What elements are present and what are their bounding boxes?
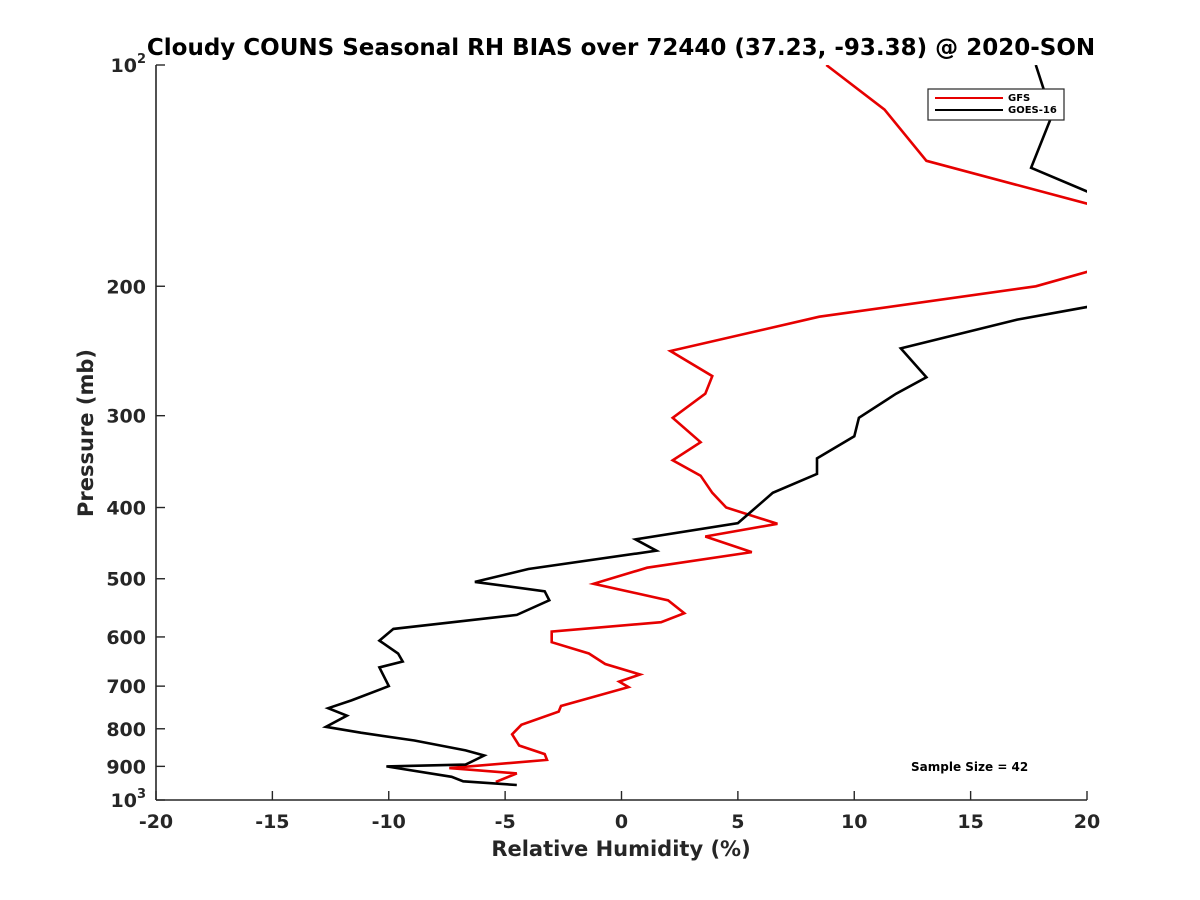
legend-label-goes16: GOES-16 [1008, 105, 1057, 116]
x-axis-label: Relative Humidity (%) [491, 837, 750, 861]
y-tick-label: 500 [106, 569, 146, 591]
x-tick-label: -20 [139, 811, 173, 833]
plot-lines [321, 65, 1087, 787]
x-tick-label: -5 [495, 811, 516, 833]
y-tick-label: 102 [111, 52, 147, 77]
y-tick-label: 800 [106, 719, 146, 741]
x-tick-label: -15 [255, 811, 289, 833]
x-axis-ticks: -20 -15 -10 -5 0 5 10 15 20 [139, 791, 1100, 833]
series-line-gfs [449, 65, 1087, 784]
series-line-goes16 [321, 65, 1087, 787]
y-axis-ticks: 102 200 300 400 500 600 700 800 900 103 [106, 52, 165, 812]
y-tick-label: 200 [106, 276, 146, 298]
legend: GFS GOES-16 [927, 88, 1065, 121]
y-tick-label: 700 [106, 676, 146, 698]
sample-size-annotation: Sample Size = 42 [911, 760, 1028, 774]
chart-title: Cloudy COUNS Seasonal RH BIAS over 72440… [147, 35, 1095, 61]
y-tick-label: 103 [111, 787, 147, 812]
x-tick-label: 20 [1074, 811, 1100, 833]
x-tick-label: 5 [731, 811, 744, 833]
legend-box [927, 88, 1065, 121]
y-tick-label: 400 [106, 498, 146, 520]
y-tick-label: 600 [106, 627, 146, 649]
y-axis-label: Pressure (mb) [74, 349, 98, 517]
x-tick-label: 10 [841, 811, 867, 833]
x-tick-label: -10 [372, 811, 406, 833]
x-tick-label: 15 [957, 811, 983, 833]
y-tick-label: 300 [106, 406, 146, 428]
x-tick-label: 0 [615, 811, 628, 833]
y-tick-label: 900 [106, 756, 146, 778]
legend-label-gfs: GFS [1008, 93, 1030, 104]
